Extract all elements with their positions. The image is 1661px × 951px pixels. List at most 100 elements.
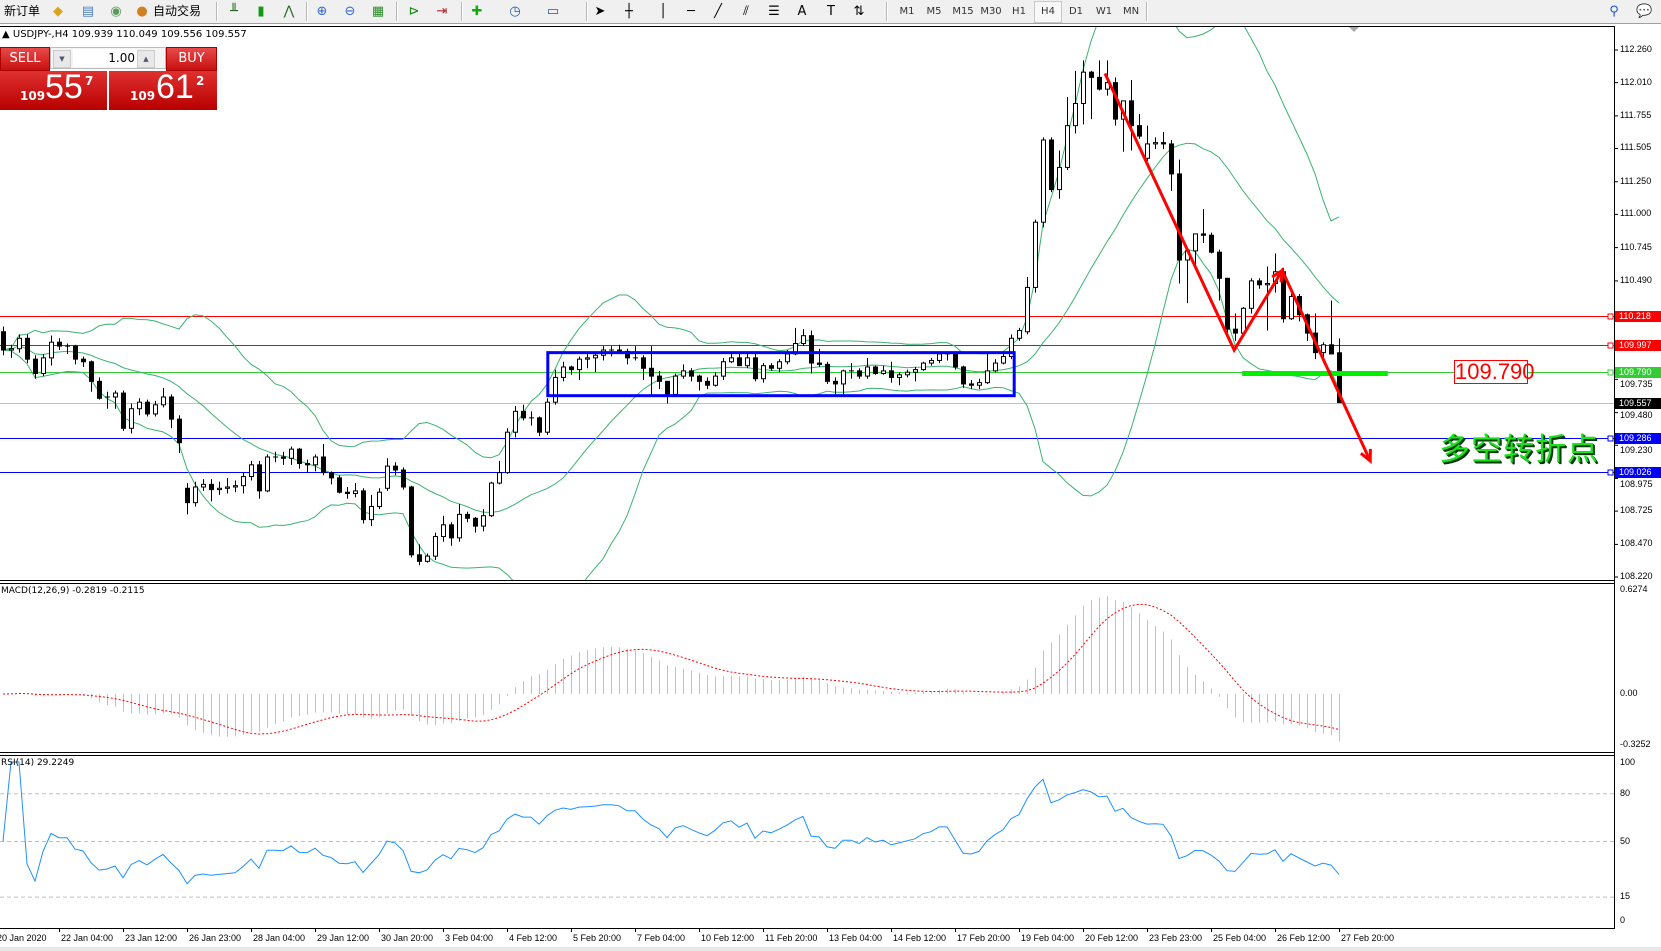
- candle-bear-body: [393, 465, 398, 471]
- chat-icon[interactable]: 💬: [1636, 4, 1653, 19]
- timeframe-w1[interactable]: W1: [1095, 6, 1113, 17]
- navigator-icon[interactable]: ▤: [81, 4, 95, 19]
- crosshair-icon[interactable]: ┼: [625, 4, 633, 19]
- level-price-marker[interactable]: 109.997: [1615, 340, 1661, 351]
- chart-shift-marker[interactable]: [1349, 27, 1359, 32]
- level-price-marker[interactable]: 109.557: [1615, 398, 1661, 409]
- timeframe-d1[interactable]: D1: [1068, 6, 1084, 17]
- horizontal-line-icon[interactable]: ─: [687, 4, 695, 19]
- candle: [1177, 159, 1182, 284]
- trendline-icon[interactable]: ╱: [714, 4, 722, 19]
- bar-chart-icon[interactable]: ╨: [230, 4, 238, 19]
- cursor-icon[interactable]: ➤: [594, 4, 606, 19]
- auto-trade-icon[interactable]: ●: [136, 4, 148, 19]
- level-price-marker[interactable]: 109.286: [1615, 433, 1661, 444]
- lot-size-stepper: ▼ ▲: [50, 47, 166, 69]
- rsi-label: RSI(14) 29.2249: [1, 758, 75, 768]
- timeframe-h4[interactable]: H4: [1034, 1, 1062, 23]
- candle-bear-body: [57, 341, 62, 347]
- indicators-icon[interactable]: ✚: [471, 4, 483, 19]
- candle-bear-body: [769, 365, 774, 369]
- candle: [753, 353, 758, 382]
- candle-bear-body: [81, 358, 86, 363]
- candle: [545, 398, 550, 435]
- sell-button[interactable]: SELL: [0, 47, 50, 71]
- search-icon[interactable]: ⚲: [1609, 4, 1619, 19]
- candle: [841, 369, 846, 395]
- candle: [1257, 278, 1262, 289]
- zoom-in-icon[interactable]: ⊕: [316, 4, 328, 19]
- price-label-object[interactable]: 109.790: [1454, 359, 1535, 384]
- equidistant-channel-icon[interactable]: ⫽: [743, 4, 749, 19]
- timeframe-mn[interactable]: MN: [1122, 6, 1140, 17]
- time-axis-label: 5 Feb 20:00: [573, 933, 622, 943]
- candle-bear-body: [1161, 142, 1166, 145]
- level-price-marker[interactable]: 109.026: [1615, 467, 1661, 478]
- candle: [1089, 70, 1094, 120]
- candle-bull-body: [1145, 143, 1150, 159]
- level-price-marker[interactable]: 109.790: [1615, 367, 1661, 378]
- candle-bear-body: [361, 490, 366, 521]
- market-watch-icon[interactable]: ◆: [53, 4, 63, 19]
- signals-icon[interactable]: ◉: [110, 4, 122, 19]
- zoom-out-icon[interactable]: ⊖: [344, 4, 356, 19]
- text-label-icon[interactable]: T: [827, 4, 835, 19]
- panel-divider[interactable]: [0, 580, 1615, 581]
- timeframe-m30[interactable]: M30: [980, 6, 1002, 17]
- panel-divider[interactable]: [0, 752, 1615, 753]
- timeframe-m1[interactable]: M1: [899, 6, 915, 17]
- candle-bear-body: [641, 357, 646, 369]
- candle-bull-body: [233, 485, 238, 488]
- toolbar-separator: [461, 2, 463, 21]
- annotation-text[interactable]: 多空转折点: [1439, 432, 1599, 468]
- templates-icon[interactable]: ▭: [546, 4, 560, 19]
- level-price-marker[interactable]: 110.218: [1615, 311, 1661, 322]
- arrows-icon[interactable]: ⇅: [853, 4, 865, 19]
- candle-bull-body: [937, 353, 942, 361]
- text-icon[interactable]: A: [797, 4, 807, 19]
- candle-bear-body: [889, 370, 894, 378]
- periods-icon[interactable]: ◷: [509, 4, 521, 19]
- candle-bear-body: [657, 375, 662, 382]
- candle: [665, 380, 670, 404]
- candlestick-icon[interactable]: ▮: [257, 4, 265, 19]
- new-order-button[interactable]: 新订单: [4, 4, 41, 18]
- line-chart-icon[interactable]: ⋀: [283, 4, 295, 19]
- tile-windows-icon[interactable]: ▦: [371, 4, 385, 19]
- candle: [361, 488, 366, 524]
- lot-decrease-button[interactable]: ▼: [53, 50, 71, 68]
- vertical-line-icon[interactable]: │: [659, 4, 667, 19]
- lot-increase-button[interactable]: ▲: [137, 50, 155, 68]
- autoscroll-icon[interactable]: ⇥: [436, 4, 448, 19]
- candle: [449, 522, 454, 546]
- candle: [177, 415, 182, 454]
- candle-bear-body: [297, 448, 302, 465]
- candle: [1025, 276, 1030, 335]
- buy-button[interactable]: BUY: [166, 47, 217, 71]
- collapse-triangle-icon[interactable]: ▲: [2, 29, 10, 40]
- timeframe-m15[interactable]: M15: [952, 6, 974, 17]
- candle: [377, 488, 382, 510]
- auto-trade-button[interactable]: 自动交易: [153, 4, 202, 18]
- candle: [793, 327, 798, 356]
- candle: [769, 363, 774, 371]
- price-axis-label: 112.010: [1620, 77, 1652, 87]
- lot-size-input[interactable]: [73, 49, 137, 67]
- buy-price-pips: 61: [156, 68, 194, 106]
- timeframe-m5[interactable]: M5: [926, 6, 942, 17]
- sell-price[interactable]: 109 55 7: [0, 68, 107, 110]
- range-rectangle: [546, 351, 1016, 398]
- candle: [481, 509, 486, 532]
- buy-price[interactable]: 109 61 2: [109, 68, 217, 110]
- timeframe-h1[interactable]: H1: [1012, 6, 1026, 17]
- candle-bull-body: [721, 361, 726, 377]
- candle: [57, 338, 62, 351]
- candle: [673, 373, 678, 397]
- chart-shift-icon[interactable]: ⊳: [408, 4, 420, 19]
- candle: [289, 446, 294, 465]
- rsi-axis-label: 15: [1620, 891, 1631, 902]
- level-handle: [1607, 469, 1614, 476]
- fibonacci-icon[interactable]: ☰: [768, 4, 780, 19]
- candle: [89, 360, 94, 392]
